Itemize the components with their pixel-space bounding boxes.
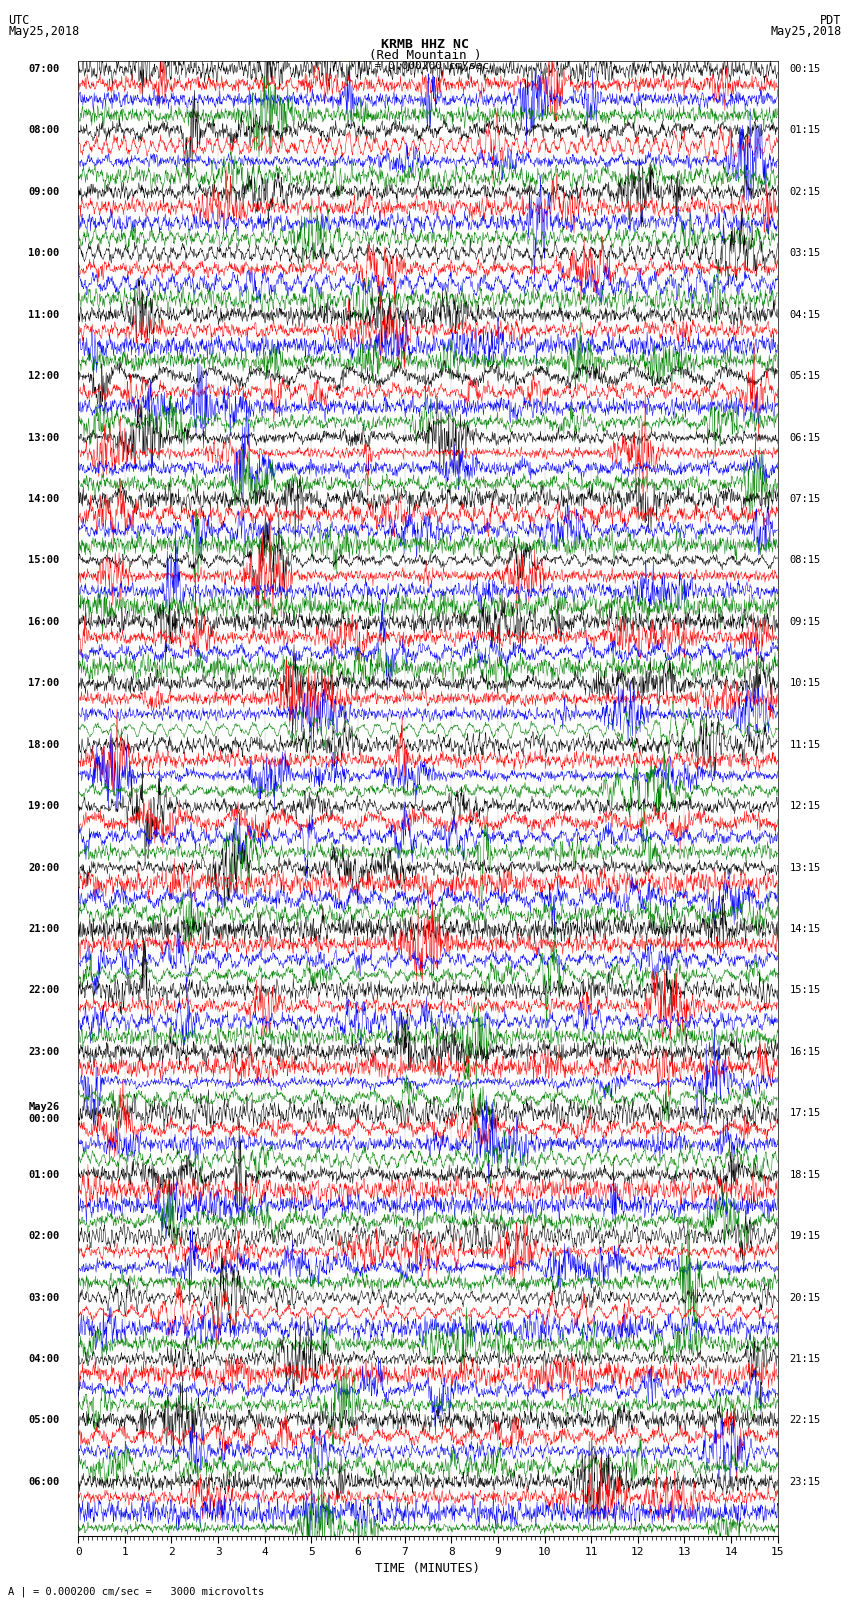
Text: 19:00: 19:00 <box>28 802 60 811</box>
Text: 05:00: 05:00 <box>28 1415 60 1426</box>
Text: 06:00: 06:00 <box>28 1478 60 1487</box>
Text: 17:15: 17:15 <box>790 1108 820 1118</box>
Text: 16:15: 16:15 <box>790 1047 820 1057</box>
Text: 11:15: 11:15 <box>790 740 820 750</box>
Text: 09:15: 09:15 <box>790 616 820 627</box>
Text: 17:00: 17:00 <box>28 677 60 689</box>
Text: 07:15: 07:15 <box>790 494 820 503</box>
Text: 01:15: 01:15 <box>790 126 820 135</box>
Text: | = 0.000200 cm/sec: | = 0.000200 cm/sec <box>361 60 489 71</box>
Text: 20:15: 20:15 <box>790 1292 820 1303</box>
Text: 11:00: 11:00 <box>28 310 60 319</box>
Text: 03:15: 03:15 <box>790 248 820 258</box>
Text: 05:15: 05:15 <box>790 371 820 381</box>
Text: 09:00: 09:00 <box>28 187 60 197</box>
Text: 01:00: 01:00 <box>28 1169 60 1179</box>
Text: 14:15: 14:15 <box>790 924 820 934</box>
Text: A | = 0.000200 cm/sec =   3000 microvolts: A | = 0.000200 cm/sec = 3000 microvolts <box>8 1586 264 1597</box>
Text: 13:00: 13:00 <box>28 432 60 442</box>
Text: 06:15: 06:15 <box>790 432 820 442</box>
Text: 04:00: 04:00 <box>28 1353 60 1365</box>
Text: 18:15: 18:15 <box>790 1169 820 1179</box>
Text: 14:00: 14:00 <box>28 494 60 503</box>
Text: KRMB HHZ NC: KRMB HHZ NC <box>381 37 469 52</box>
Text: 15:00: 15:00 <box>28 555 60 566</box>
Text: 04:15: 04:15 <box>790 310 820 319</box>
Text: 22:15: 22:15 <box>790 1415 820 1426</box>
Text: 08:00: 08:00 <box>28 126 60 135</box>
Text: PDT: PDT <box>820 13 842 27</box>
Text: 20:00: 20:00 <box>28 863 60 873</box>
Text: 19:15: 19:15 <box>790 1231 820 1240</box>
Text: 13:15: 13:15 <box>790 863 820 873</box>
Text: 08:15: 08:15 <box>790 555 820 566</box>
Text: 03:00: 03:00 <box>28 1292 60 1303</box>
Text: 02:15: 02:15 <box>790 187 820 197</box>
Text: 23:00: 23:00 <box>28 1047 60 1057</box>
Text: 10:15: 10:15 <box>790 677 820 689</box>
Text: 21:15: 21:15 <box>790 1353 820 1365</box>
Text: 18:00: 18:00 <box>28 740 60 750</box>
Text: 07:00: 07:00 <box>28 65 60 74</box>
Text: 10:00: 10:00 <box>28 248 60 258</box>
Text: 21:00: 21:00 <box>28 924 60 934</box>
Text: 15:15: 15:15 <box>790 986 820 995</box>
Text: (Red Mountain ): (Red Mountain ) <box>369 50 481 63</box>
Text: 12:00: 12:00 <box>28 371 60 381</box>
Text: 22:00: 22:00 <box>28 986 60 995</box>
Text: 23:15: 23:15 <box>790 1478 820 1487</box>
Text: 12:15: 12:15 <box>790 802 820 811</box>
Text: 00:15: 00:15 <box>790 65 820 74</box>
Text: UTC: UTC <box>8 13 30 27</box>
X-axis label: TIME (MINUTES): TIME (MINUTES) <box>376 1561 480 1574</box>
Text: May25,2018: May25,2018 <box>8 24 80 39</box>
Text: May26
00:00: May26 00:00 <box>28 1102 60 1124</box>
Text: 16:00: 16:00 <box>28 616 60 627</box>
Text: May25,2018: May25,2018 <box>770 24 842 39</box>
Text: 02:00: 02:00 <box>28 1231 60 1240</box>
